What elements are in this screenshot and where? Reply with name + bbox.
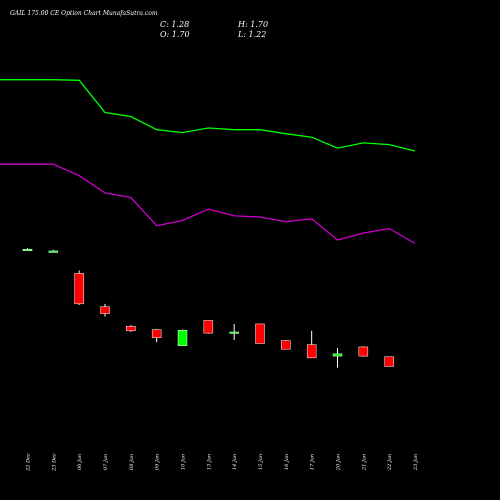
x-tick-label: 06 Jan xyxy=(77,454,83,470)
x-tick-label: 07 Jan xyxy=(103,454,109,470)
x-tick-label: 16 Jan xyxy=(284,454,290,470)
x-tick-label: 09 Jan xyxy=(155,454,161,470)
candle-body xyxy=(22,248,33,251)
x-tick-label: 22 Dec xyxy=(26,453,32,472)
candle-body xyxy=(358,346,369,357)
candle-body xyxy=(203,320,214,334)
candle xyxy=(74,270,84,305)
candle xyxy=(151,329,162,343)
candle xyxy=(255,323,265,344)
chart-title: GAIL 175.00 CE Option Chart MunafaSutra.… xyxy=(10,10,158,17)
x-tick-label: 13 Jan xyxy=(206,454,212,470)
candle-body xyxy=(100,306,110,314)
x-tick-label: 21 Jan xyxy=(361,454,367,471)
candle-body xyxy=(126,325,136,332)
x-tick-label: 15 Jan xyxy=(258,454,264,470)
candle xyxy=(384,356,394,367)
candle-body xyxy=(229,331,239,334)
candles xyxy=(22,248,394,368)
candle-body xyxy=(255,323,265,344)
x-tick-label: 20 Jan xyxy=(336,454,342,471)
candle xyxy=(22,248,33,251)
candle-body xyxy=(281,340,291,350)
candle-body xyxy=(151,329,162,338)
candle xyxy=(126,325,136,332)
high-readout: H: 1.70 xyxy=(237,20,268,29)
x-tick-label: 08 Jan xyxy=(129,454,135,470)
x-tick-label: 17 Jan xyxy=(310,454,316,470)
candle xyxy=(281,340,291,350)
low-readout: L: 1.22 xyxy=(237,30,266,39)
candle xyxy=(229,323,239,341)
open-readout: O: 1.70 xyxy=(160,30,190,39)
x-tick-label: 23 Jan xyxy=(413,454,419,471)
candle xyxy=(358,346,369,357)
x-tick-label: 10 Jan xyxy=(181,454,187,470)
candle xyxy=(177,329,188,347)
candle xyxy=(203,320,214,334)
candle-body xyxy=(384,356,394,367)
candle xyxy=(48,249,59,253)
candle-body xyxy=(74,273,84,305)
candle xyxy=(306,330,317,359)
candle-body xyxy=(177,329,188,347)
candle-body xyxy=(332,353,343,357)
candle xyxy=(100,303,110,317)
x-tick-label: 14 Jan xyxy=(232,454,238,470)
x-tick-label: 22 Jan xyxy=(387,454,393,471)
indicator-line-1 xyxy=(0,79,416,152)
x-tick-label: 23 Dec xyxy=(51,453,57,472)
candle-body xyxy=(306,344,317,359)
indicator-lines xyxy=(0,79,416,245)
close-readout: C: 1.28 xyxy=(160,20,189,29)
candle xyxy=(332,348,343,368)
indicator-line-2 xyxy=(0,163,416,245)
candle-body xyxy=(48,250,59,253)
x-axis-ticks: 22 Dec 23 Dec 06 Jan 07 Jan 08 Jan 09 Jan 10 J… xyxy=(26,453,420,472)
